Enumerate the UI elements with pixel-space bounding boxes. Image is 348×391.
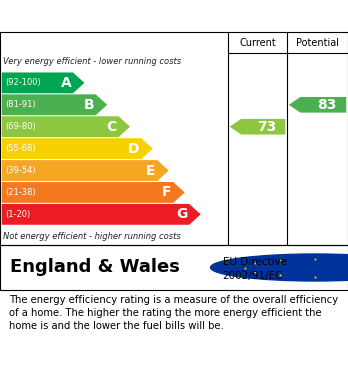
- Polygon shape: [230, 119, 285, 135]
- Text: G: G: [176, 207, 188, 221]
- Text: 83: 83: [317, 98, 337, 112]
- Text: (81-91): (81-91): [5, 100, 36, 109]
- Text: Very energy efficient - lower running costs: Very energy efficient - lower running co…: [3, 57, 182, 66]
- Text: D: D: [128, 142, 140, 156]
- Polygon shape: [2, 72, 85, 93]
- Text: Current: Current: [239, 38, 276, 48]
- Text: E: E: [146, 163, 156, 178]
- Text: C: C: [106, 120, 117, 134]
- Text: Not energy efficient - higher running costs: Not energy efficient - higher running co…: [3, 232, 181, 241]
- Text: (21-38): (21-38): [5, 188, 36, 197]
- Text: (69-80): (69-80): [5, 122, 36, 131]
- Text: EU Directive: EU Directive: [223, 257, 287, 267]
- Text: (92-100): (92-100): [5, 78, 41, 88]
- Text: (55-68): (55-68): [5, 144, 36, 153]
- Text: F: F: [162, 185, 172, 199]
- Text: (1-20): (1-20): [5, 210, 31, 219]
- Polygon shape: [2, 138, 153, 159]
- Polygon shape: [289, 97, 346, 113]
- Polygon shape: [2, 94, 107, 115]
- Text: 2002/91/EC: 2002/91/EC: [223, 271, 283, 281]
- Text: Energy Efficiency Rating: Energy Efficiency Rating: [9, 9, 219, 23]
- Polygon shape: [2, 160, 169, 181]
- Text: A: A: [61, 76, 71, 90]
- Text: 73: 73: [257, 120, 276, 134]
- Text: B: B: [84, 98, 94, 112]
- Text: (39-54): (39-54): [5, 166, 36, 175]
- Circle shape: [211, 254, 348, 281]
- Text: The energy efficiency rating is a measure of the overall efficiency of a home. T: The energy efficiency rating is a measur…: [9, 295, 338, 331]
- Polygon shape: [2, 204, 201, 225]
- Polygon shape: [2, 116, 130, 137]
- Polygon shape: [2, 182, 185, 203]
- Text: Potential: Potential: [296, 38, 339, 48]
- Text: England & Wales: England & Wales: [10, 258, 180, 276]
